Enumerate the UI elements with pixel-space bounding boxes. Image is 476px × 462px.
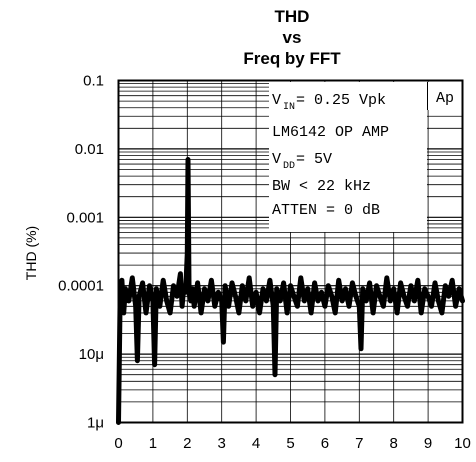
- annotation-vin: V IN = 0.25 Vpk: [272, 92, 386, 113]
- x-tick-label: 5: [286, 435, 294, 452]
- annotation-vdd-main: V: [272, 151, 281, 168]
- x-tick-label: 2: [183, 435, 191, 452]
- x-tick-label: 1: [149, 435, 157, 452]
- thd-series-line: [116, 157, 465, 425]
- annotation-box-right: [428, 82, 462, 110]
- title-line-2: vs: [283, 28, 302, 47]
- annotation-ap: Ap: [436, 90, 454, 107]
- x-tick-label: 9: [424, 435, 432, 452]
- y-tick-label: 0.001: [66, 209, 104, 226]
- annotation-vdd: V DD = 5V: [272, 151, 332, 172]
- y-tick-label: 0.01: [75, 141, 104, 158]
- x-tick-label: 0: [114, 435, 122, 452]
- annotation-vdd-value: = 5V: [296, 151, 332, 168]
- y-tick-label: 0.1: [83, 73, 104, 90]
- title-line-3: Freq by FFT: [243, 49, 341, 68]
- x-tick-label: 7: [355, 435, 363, 452]
- chart-title: THD vs Freq by FFT: [243, 7, 341, 68]
- y-tick-label: 0.0001: [58, 278, 104, 295]
- x-tick-label: 6: [321, 435, 329, 452]
- annotation-box-left: [269, 82, 427, 232]
- annotation-vin-value: = 0.25 Vpk: [296, 92, 386, 109]
- y-axis-ticks: 0.1 0.01 0.001 0.0001 10μ 1μ: [58, 73, 104, 432]
- plot-frame: [117, 79, 464, 424]
- x-axis-ticks: 0 1 2 3 4 5 6 7 8 9 10: [114, 435, 471, 452]
- annotation-part: LM6142 OP AMP: [272, 124, 389, 141]
- x-tick-label: 3: [218, 435, 226, 452]
- y-tick-label: 10μ: [79, 346, 104, 363]
- title-line-1: THD: [275, 7, 310, 26]
- annotation-vin-main: V: [272, 92, 281, 109]
- y-axis-label: THD (%): [23, 226, 39, 280]
- y-tick-label: 1μ: [87, 415, 104, 432]
- x-tick-label: 4: [252, 435, 260, 452]
- annotation-bw: BW < 22 kHz: [272, 178, 371, 195]
- annotation-vdd-sub: DD: [283, 161, 295, 172]
- x-tick-label: 10: [454, 435, 471, 452]
- annotation-atten: ATTEN = 0 dB: [272, 202, 380, 219]
- annotation-vin-sub: IN: [283, 102, 295, 113]
- x-tick-label: 8: [390, 435, 398, 452]
